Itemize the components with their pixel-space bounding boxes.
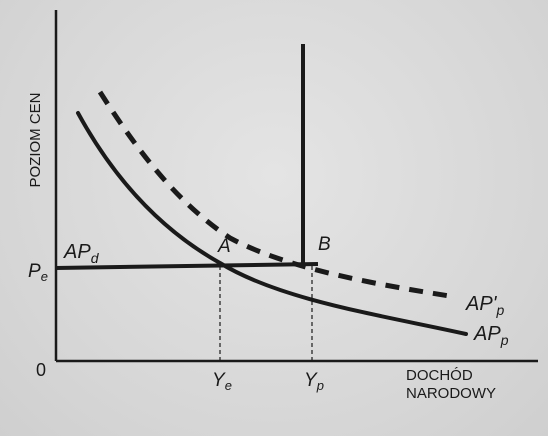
curve-ap-p-prime bbox=[97, 90, 457, 300]
x-axis-label-line1: DOCHÓD bbox=[406, 367, 473, 384]
series-label-ap-p-prime: AP'p bbox=[465, 293, 505, 318]
x-axis-label-line2: NARODOWY bbox=[406, 385, 496, 402]
point-a-label: A bbox=[217, 236, 231, 257]
series-label-ap-d: APd bbox=[63, 241, 100, 266]
x-tick-ye: Ye bbox=[212, 370, 232, 393]
series-label-ap-p: APp bbox=[473, 323, 509, 348]
curve-ap-d-horizontal bbox=[55, 262, 319, 270]
y-tick-pe: Pe bbox=[28, 261, 48, 284]
origin-label: 0 bbox=[36, 360, 46, 380]
y-axis-label: POZIOM CEN bbox=[27, 92, 44, 187]
x-tick-yp: Yp bbox=[304, 370, 324, 393]
curve-ap-p bbox=[76, 111, 468, 336]
point-b-label: B bbox=[318, 234, 331, 255]
